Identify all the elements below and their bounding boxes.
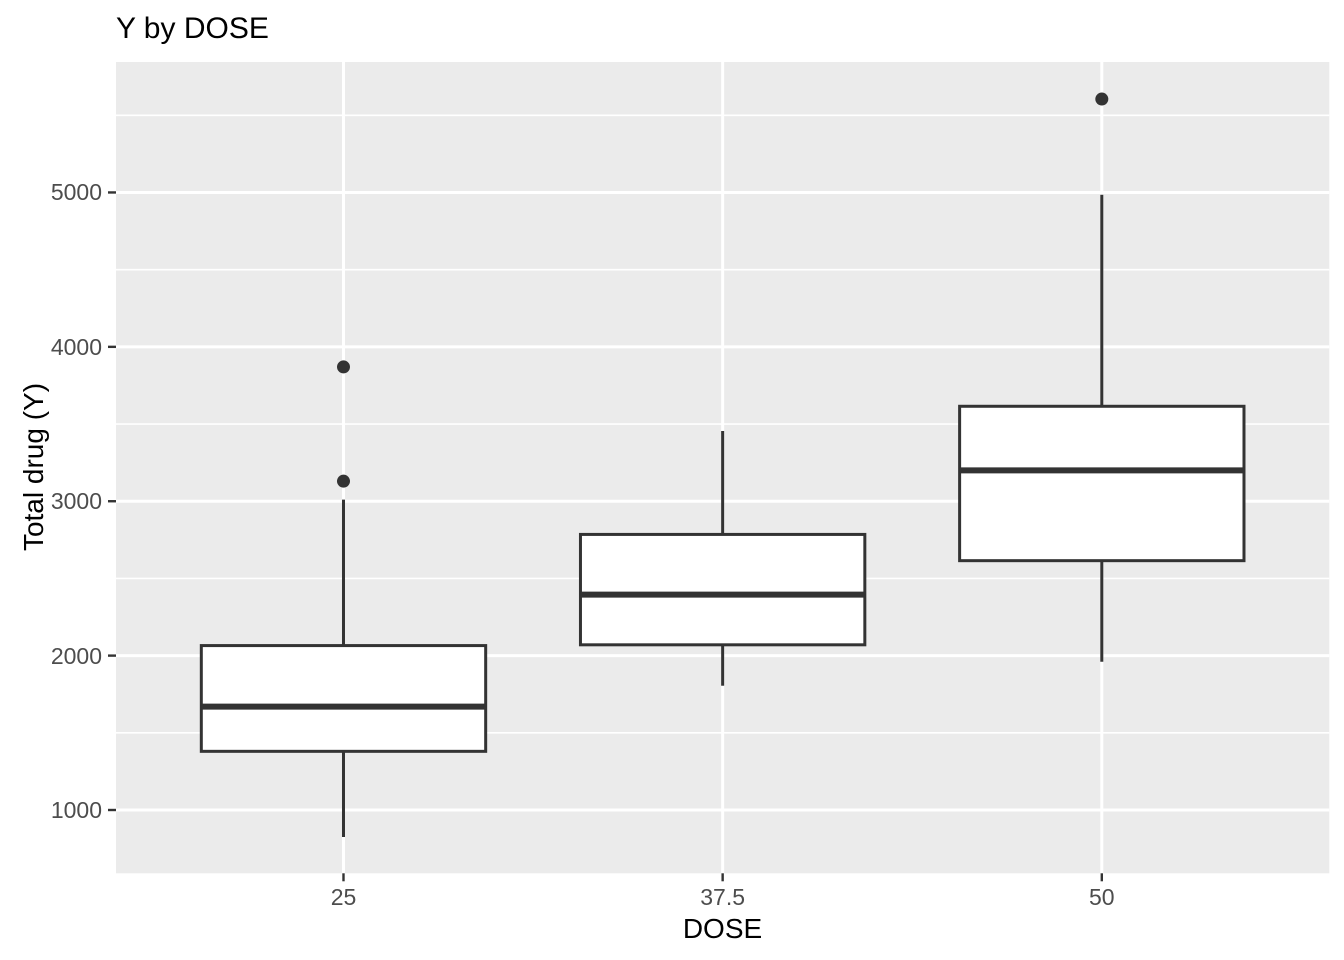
y-tick-label: 1000 — [50, 797, 102, 823]
y-axis-title: Total drug (Y) — [18, 382, 49, 552]
outlier-point — [336, 360, 350, 374]
iqr-box — [958, 404, 1246, 563]
outlier-point — [1095, 92, 1109, 106]
y-tick-label: 2000 — [50, 642, 102, 669]
x-tick-label: 25 — [330, 884, 357, 910]
x-tick-label: 37.5 — [700, 884, 746, 910]
x-tick-label: 50 — [1089, 884, 1115, 910]
iqr-box — [199, 644, 488, 753]
y-tick-label: 4000 — [50, 333, 102, 360]
y-tick-label: 3000 — [50, 488, 102, 515]
y-tick-label: 5000 — [50, 179, 102, 206]
iqr-box — [578, 532, 867, 647]
chart-title: Y by DOSE — [116, 12, 269, 45]
outlier-point — [336, 474, 350, 488]
x-axis-title: DOSE — [682, 913, 763, 944]
